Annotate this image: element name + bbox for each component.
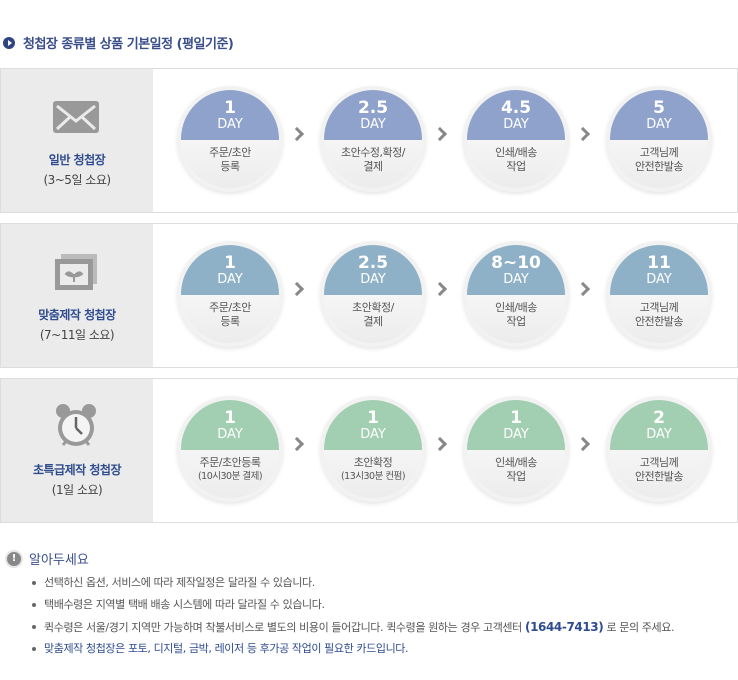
card-type-name: 맞춤제작 청첩장 [38,308,116,322]
step-day-number: 1 [367,408,379,428]
section-title-text: 청첩장 종류별 상품 기본일정 (평일기준) [23,37,234,52]
step-description: 초안확정 [353,456,393,469]
step-description-detail: (13시30분 컨펌) [340,471,406,482]
schedule-step: 4.5 DAY 인쇄/배송 작업 [467,90,565,188]
chevron-right-icon [432,436,448,452]
notice-text: 퀵수령은 서울/경기 지역만 가능하며 착불서비스로 별도의 비용이 들어갑니다… [44,621,522,634]
notice-title: 알아두세요 [29,553,89,568]
step-day-number: 2.5 [357,98,389,118]
customer-center-phone: (1644-7413) [524,620,604,634]
step-description: 주문/초안 [209,301,251,314]
step-day-label: DAY [360,272,386,287]
step-description-detail: (10시30분 결제) [197,471,263,482]
step-day-label: DAY [217,427,243,442]
chevron-right-icon [289,281,305,297]
step-day-label: DAY [217,117,243,132]
chevron-right-icon [575,436,591,452]
schedule-step: 2.5 DAY 초안확정/결제 [324,245,422,343]
chevron-right-icon [289,126,305,142]
step-description-detail: 작업 [506,160,526,173]
play-bullet-icon [3,36,15,49]
schedule-step: 1 DAY 인쇄/배송 작업 [467,400,565,498]
step-description-detail: 결제 [363,160,383,173]
schedule-step: 1 DAY 초안확정 (13시30분 컨펌) [324,400,422,498]
schedule-step: 11 DAY 고객님께 안전한발송 [610,245,708,343]
chevron-right-icon [289,436,305,452]
schedule-row-general: 일반 청첩장 (3~5일 소요) 1 DAY 주문/초안 등록 2.5 DAY 초안수… [0,68,738,213]
card-type-panel: 초특급제작 청첩장 (1일 소요) [1,379,153,522]
notice-list: 선택하신 옵션, 서비스에 따라 제작일정은 달라질 수 있습니다. 택배수령은… [32,575,674,663]
step-day-label: DAY [646,427,672,442]
alarm-clock-icon [51,404,101,447]
step-description: 초안확정/ [352,301,394,314]
step-description: 초안수정,확정/ [341,146,405,159]
schedule-step: 2.5 DAY 초안수정,확정/결제 [324,90,422,188]
step-day-number: 1 [510,408,522,428]
notice-item: 선택하신 옵션, 서비스에 따라 제작일정은 달라질 수 있습니다. [32,575,674,597]
step-day-number: 1 [224,253,236,273]
step-description: 인쇄/배송 [495,146,537,159]
step-description-detail: 안전한발송 [634,470,684,483]
card-type-name: 일반 청첩장 [48,153,106,167]
step-day-label: DAY [360,427,386,442]
chevron-right-icon [432,126,448,142]
chevron-right-icon [575,126,591,142]
step-day-number: 2 [653,408,665,428]
photo-icon [51,252,101,292]
step-description-detail: 안전한발송 [634,160,684,173]
step-day-number: 2.5 [357,253,389,273]
step-day-number: 5 [653,98,665,118]
card-type-panel: 일반 청첩장 (3~5일 소요) [1,69,153,212]
schedule-row-custom: 맞춤제작 청첩장 (7~11일 소요) 1 DAY 주문/초안 등록 2.5 DAY … [0,223,738,368]
schedule-step: 5 DAY 고객님께 안전한발송 [610,90,708,188]
card-type-duration: (3~5일 소요) [43,173,111,187]
chevron-right-icon [432,281,448,297]
card-type-name: 초특급제작 청첩장 [33,463,122,477]
notice-item: 퀵수령은 서울/경기 지역만 가능하며 착불서비스로 별도의 비용이 들어갑니다… [32,619,674,641]
step-day-label: DAY [646,272,672,287]
schedule-row-express: 초특급제작 청첩장 (1일 소요) 1 DAY 주문/초안등록 (10시30분 결제… [0,378,738,523]
notice-item: 맞춤제작 청첩장은 포토, 디지털, 금박, 레이저 등 후가공 작업이 필요한… [32,641,674,663]
step-description: 고객님께 [639,301,679,314]
step-description: 주문/초안등록 [199,456,261,469]
schedule-step: 2 DAY 고객님께 안전한발송 [610,400,708,498]
step-description: 인쇄/배송 [495,456,537,469]
step-description-detail: 등록 [220,315,240,328]
card-type-panel: 맞춤제작 청첩장 (7~11일 소요) [1,224,153,367]
step-description-detail: 결제 [363,315,383,328]
step-day-number: 11 [647,253,671,273]
schedule-step: 1 DAY 주문/초안 등록 [181,90,279,188]
step-description-detail: 안전한발송 [634,315,684,328]
step-description-detail: 작업 [506,315,526,328]
step-day-number: 4.5 [500,98,532,118]
step-description-detail: 등록 [220,160,240,173]
step-day-label: DAY [503,272,529,287]
notice-heading: ! 알아두세요 [7,549,89,568]
exclamation-icon: ! [7,551,21,566]
step-description-detail: 작업 [506,470,526,483]
step-day-label: DAY [217,272,243,287]
step-day-number: 8~10 [491,253,541,273]
schedule-step: 1 DAY 주문/초안 등록 [181,245,279,343]
step-description: 고객님께 [639,146,679,159]
card-type-duration: (1일 소요) [51,483,103,497]
step-day-label: DAY [646,117,672,132]
schedule-step: 8~10 DAY 인쇄/배송 작업 [467,245,565,343]
envelope-icon [51,97,101,137]
step-day-label: DAY [360,117,386,132]
step-description: 주문/초안 [209,146,251,159]
section-title: 청첩장 종류별 상품 기본일정 (평일기준) [3,33,234,52]
chevron-right-icon [575,281,591,297]
step-day-number: 1 [224,98,236,118]
step-day-label: DAY [503,117,529,132]
schedule-step: 1 DAY 주문/초안등록 (10시30분 결제) [181,400,279,498]
notice-item: 택배수령은 지역별 택배 배송 시스템에 따라 달라질 수 있습니다. [32,597,674,619]
step-description: 고객님께 [639,456,679,469]
card-type-duration: (7~11일 소요) [39,328,115,342]
step-description: 인쇄/배송 [495,301,537,314]
notice-text: 로 문의 주세요. [603,621,675,634]
step-day-label: DAY [503,427,529,442]
step-day-number: 1 [224,408,236,428]
